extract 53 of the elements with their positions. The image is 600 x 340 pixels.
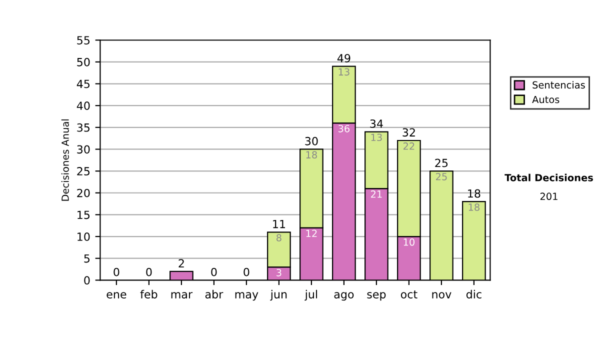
total-label: 25 bbox=[435, 158, 448, 168]
data-label: 18 bbox=[468, 204, 480, 211]
total-label: 0 bbox=[114, 268, 120, 276]
total-label: 34 bbox=[370, 119, 383, 128]
y-tick-label: 0 bbox=[84, 276, 90, 285]
legend-label: Autos bbox=[532, 96, 560, 104]
data-label: 13 bbox=[371, 134, 382, 142]
total-label: 18 bbox=[468, 189, 480, 198]
y-tick-label: 5 bbox=[84, 254, 90, 263]
x-tick-label: may bbox=[235, 292, 258, 301]
x-tick-label: abr bbox=[205, 290, 224, 298]
data-label: 3 bbox=[276, 268, 282, 276]
y-tick-label: 15 bbox=[78, 210, 90, 220]
total-label: 11 bbox=[273, 220, 285, 228]
data-label: 22 bbox=[403, 142, 414, 150]
data-label: 18 bbox=[306, 151, 317, 158]
data-label: 36 bbox=[338, 124, 350, 132]
x-tick-label: feb bbox=[140, 290, 158, 298]
data-label: 10 bbox=[404, 238, 414, 246]
data-label: 13 bbox=[338, 68, 350, 76]
y-tick-label: 40 bbox=[76, 102, 90, 110]
total-label: 0 bbox=[244, 268, 250, 276]
total-label: 32 bbox=[402, 128, 415, 137]
x-tick-label: nov bbox=[432, 292, 452, 298]
total-label: 0 bbox=[211, 268, 217, 276]
y-tick-label: 55 bbox=[77, 36, 90, 44]
text: 201 bbox=[540, 192, 558, 200]
y-tick-label: 25 bbox=[77, 167, 90, 176]
x-tick-label: mar bbox=[171, 292, 193, 298]
x-tick-label: ene bbox=[106, 292, 126, 298]
text: Total Decisiones bbox=[504, 174, 593, 182]
x-tick-label: dic bbox=[466, 290, 482, 298]
y-tick-label: 20 bbox=[77, 188, 90, 198]
y-tick-label: 35 bbox=[77, 123, 90, 132]
data-label: 25 bbox=[436, 172, 447, 180]
y-tick-label: 45 bbox=[76, 80, 90, 88]
data-label: 12 bbox=[306, 230, 317, 237]
x-tick-label: oct bbox=[400, 290, 418, 298]
legend-label: Sentencias bbox=[532, 81, 585, 89]
y-tick-label: 50 bbox=[77, 58, 90, 66]
x-tick-label: jun bbox=[270, 290, 287, 301]
x-tick-label: sep bbox=[367, 292, 386, 301]
data-label: 21 bbox=[370, 190, 382, 198]
total-label: 30 bbox=[305, 136, 318, 146]
y-tick-label: 10 bbox=[78, 232, 90, 241]
total-label: 49 bbox=[337, 54, 350, 62]
total-label: 2 bbox=[178, 259, 184, 268]
data-label: 8 bbox=[276, 234, 282, 242]
total-label: 0 bbox=[146, 268, 152, 276]
y-axis-title: Decisiones Anual bbox=[61, 119, 69, 201]
x-tick-label: jul bbox=[304, 290, 318, 301]
y-tick-label: 30 bbox=[77, 145, 90, 154]
x-tick-label: ago bbox=[334, 292, 354, 301]
